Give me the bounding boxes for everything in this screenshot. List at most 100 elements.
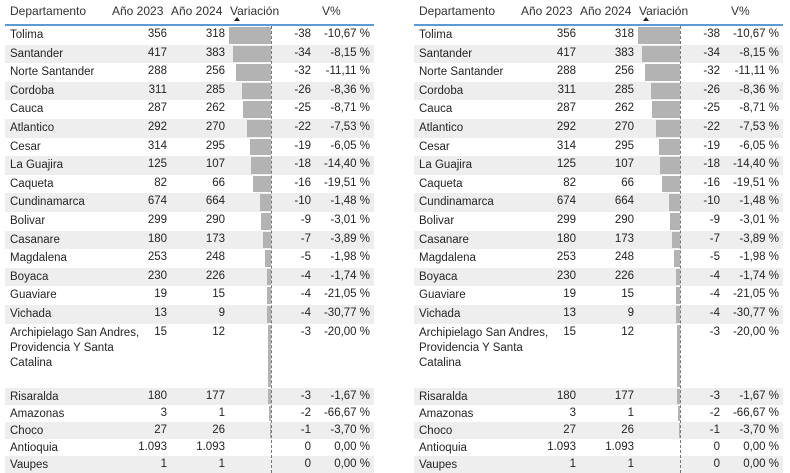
table-row[interactable]: Risaralda 180 177 -3 -1,67 %: [5, 387, 374, 405]
header-variacion[interactable]: Variación: [230, 4, 280, 18]
table-row[interactable]: Santander 417 383 -34 -8,15 %: [5, 44, 374, 64]
table-row[interactable]: Cundinamarca 674 664 -10 -1,48 %: [5, 193, 374, 212]
header-ano-2024[interactable]: Año 2024: [171, 4, 223, 18]
table-row[interactable]: La Guajira 125 107 -18 -14,40 %: [5, 156, 374, 175]
cell-departamento: Santander: [419, 47, 473, 60]
table-row[interactable]: Casanare 180 173 -7 -3,89 %: [5, 230, 374, 250]
table-row[interactable]: Vaupes 1 1 0 0,00 %: [5, 455, 374, 473]
table-row[interactable]: Amazonas 3 1 -2 -66,67 %: [414, 405, 783, 422]
table-row[interactable]: Norte Santander 288 256 -32 -11,11 %: [5, 63, 374, 82]
table-row[interactable]: Santander 417 383 -34 -8,15 %: [414, 44, 783, 64]
table-row[interactable]: Archipielago San Andres, Providencia Y S…: [5, 324, 374, 388]
cell-ano-2024: 290: [614, 213, 634, 226]
cell-vpct: -11,11 %: [325, 65, 370, 78]
cell-ano-2024: 664: [614, 195, 634, 208]
header-vpct[interactable]: V%: [731, 4, 750, 18]
table-row[interactable]: Archipielago San Andres, Providencia Y S…: [414, 324, 783, 388]
table-row[interactable]: Bolivar 299 290 -9 -3,01 %: [414, 212, 783, 231]
table-row[interactable]: Tolima 356 318 -38 -10,67 %: [414, 26, 783, 45]
table-row[interactable]: Choco 27 26 -1 -3,70 %: [5, 421, 374, 439]
header-ano-2023[interactable]: Año 2023: [521, 4, 573, 18]
header-ano-2023[interactable]: Año 2023: [112, 4, 164, 18]
table-row[interactable]: Atlantico 292 270 -22 -7,53 %: [5, 118, 374, 138]
variacion-bar: [672, 231, 680, 249]
cell-ano-2023: 180: [556, 389, 576, 402]
cell-ano-2023: 1.093: [547, 440, 576, 453]
table-row[interactable]: Cundinamarca 674 664 -10 -1,48 %: [414, 193, 783, 212]
table-row[interactable]: Cesar 314 295 -19 -6,05 %: [5, 138, 374, 157]
cell-departamento: Magdalena: [419, 252, 476, 265]
table-row[interactable]: Choco 27 26 -1 -3,70 %: [414, 421, 783, 439]
table-row[interactable]: Risaralda 180 177 -3 -1,67 %: [414, 387, 783, 405]
cell-variacion: -5: [709, 251, 720, 264]
table-row[interactable]: Boyaca 230 226 -4 -1,74 %: [5, 267, 374, 287]
table-row[interactable]: Vaupes 1 1 0 0,00 %: [414, 455, 783, 473]
table-row[interactable]: Antioquia 1.093 1.093 0 0,00 %: [5, 439, 374, 456]
table-row[interactable]: Boyaca 230 226 -4 -1,74 %: [414, 267, 783, 287]
table-row[interactable]: Casanare 180 173 -7 -3,89 %: [414, 230, 783, 250]
cell-departamento: Atlantico: [10, 121, 55, 134]
cell-variacion: -16: [294, 176, 311, 189]
variacion-bar: [642, 45, 680, 63]
sort-ascending-icon: [234, 17, 240, 21]
table-row[interactable]: Amazonas 3 1 -2 -66,67 %: [5, 405, 374, 422]
table-row[interactable]: Bolivar 299 290 -9 -3,01 %: [5, 212, 374, 231]
cell-ano-2023: 253: [147, 251, 167, 264]
table-row[interactable]: Atlantico 292 270 -22 -7,53 %: [414, 118, 783, 138]
cell-ano-2024: 318: [614, 28, 634, 40]
header-vpct[interactable]: V%: [322, 4, 341, 18]
table-row[interactable]: Cauca 287 262 -25 -8,71 %: [5, 100, 374, 119]
table-row[interactable]: Guaviare 19 15 -4 -21,05 %: [5, 286, 374, 305]
cell-ano-2024: 1: [218, 457, 225, 470]
cell-ano-2023: 230: [147, 269, 167, 282]
cell-vpct: 0,00 %: [743, 457, 779, 470]
variacion-bar: [229, 27, 271, 44]
cell-ano-2023: 27: [563, 423, 576, 436]
cell-variacion: -4: [300, 288, 311, 301]
cell-departamento: Cundinamarca: [419, 196, 494, 209]
cell-departamento: Caqueta: [10, 177, 54, 190]
cell-ano-2023: 3: [569, 406, 576, 419]
table-row[interactable]: Magdalena 253 248 -5 -1,98 %: [414, 249, 783, 268]
table-row[interactable]: Guaviare 19 15 -4 -21,05 %: [414, 286, 783, 305]
header-departamento[interactable]: Departamento: [419, 4, 496, 18]
table-row[interactable]: Vichada 13 9 -4 -30,77 %: [414, 304, 783, 324]
table-row[interactable]: Cordoba 311 285 -26 -8,36 %: [5, 81, 374, 101]
table-row[interactable]: Cesar 314 295 -19 -6,05 %: [414, 138, 783, 157]
header-ano-2024[interactable]: Año 2024: [580, 4, 632, 18]
cell-ano-2023: 314: [147, 139, 167, 152]
header-variacion[interactable]: Variación: [639, 4, 689, 18]
cell-ano-2023: 356: [556, 28, 576, 40]
table-row[interactable]: Norte Santander 288 256 -32 -11,11 %: [414, 63, 783, 82]
table-row[interactable]: Cauca 287 262 -25 -8,71 %: [414, 100, 783, 119]
table-row[interactable]: Antioquia 1.093 1.093 0 0,00 %: [414, 439, 783, 456]
table-row[interactable]: Cordoba 311 285 -26 -8,36 %: [414, 81, 783, 101]
variacion-bar: [251, 157, 271, 174]
cell-departamento: Tolima: [10, 29, 44, 41]
cell-ano-2023: 230: [556, 269, 576, 282]
variacion-bar: [659, 138, 680, 156]
cell-variacion: -10: [703, 195, 720, 208]
table-row[interactable]: Vichada 13 9 -4 -30,77 %: [5, 304, 374, 324]
cell-ano-2024: 1.093: [196, 440, 225, 453]
table-row[interactable]: Caqueta 82 66 -16 -19,51 %: [5, 175, 374, 194]
cell-vpct: -66,67 %: [732, 406, 779, 419]
cell-variacion: -5: [300, 251, 311, 264]
variacion-bar: [267, 388, 271, 404]
cell-vpct: -1,67 %: [330, 389, 370, 402]
cell-ano-2024: 226: [614, 269, 634, 282]
cell-variacion: 0: [304, 457, 311, 470]
variacion-bar: [668, 194, 680, 211]
cell-ano-2023: 19: [154, 288, 167, 301]
cell-vpct: -8,15 %: [739, 46, 779, 59]
table-row[interactable]: La Guajira 125 107 -18 -14,40 %: [414, 156, 783, 175]
cell-departamento: Amazonas: [10, 407, 65, 420]
cell-ano-2024: 12: [212, 325, 225, 338]
table-row[interactable]: Tolima 356 318 -38 -10,67 %: [5, 26, 374, 45]
header-departamento[interactable]: Departamento: [10, 4, 87, 18]
variacion-bar: [246, 119, 271, 137]
table-row[interactable]: Caqueta 82 66 -16 -19,51 %: [414, 175, 783, 194]
cell-ano-2023: 1: [160, 457, 167, 470]
cell-ano-2023: 674: [147, 195, 167, 208]
table-row[interactable]: Magdalena 253 248 -5 -1,98 %: [5, 249, 374, 268]
